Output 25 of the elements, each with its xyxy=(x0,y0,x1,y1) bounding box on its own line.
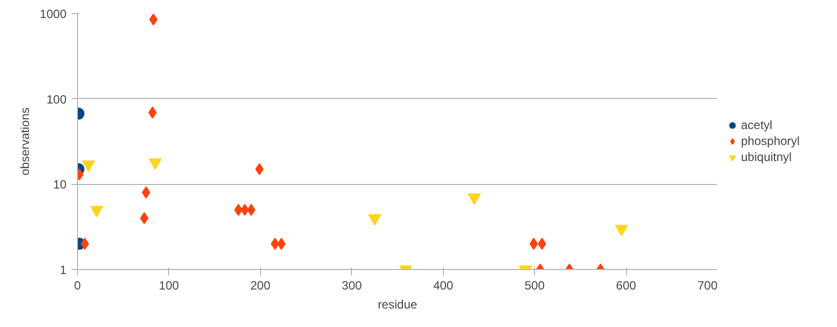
y-tick-label: 1000 xyxy=(40,7,67,21)
legend-label: phosphoryl xyxy=(741,134,800,148)
point xyxy=(277,238,286,250)
x-tick-label: 0 xyxy=(74,278,82,292)
y-tick-label: 1 xyxy=(60,263,67,277)
legend-label: acetyl xyxy=(741,118,772,132)
point xyxy=(270,238,280,250)
x-tick-label: 300 xyxy=(342,278,362,292)
point xyxy=(142,186,150,198)
point xyxy=(148,106,157,119)
point xyxy=(538,238,546,250)
x-tick-label: 600 xyxy=(616,278,636,292)
y-tick-label: 10 xyxy=(53,178,67,192)
point xyxy=(149,14,158,26)
point xyxy=(234,204,243,216)
x-tick-label: 500 xyxy=(524,278,545,292)
x-tick-label: 400 xyxy=(433,278,454,292)
x-axis-title: residue xyxy=(378,298,418,312)
x-tick-label: 200 xyxy=(250,278,271,292)
x-tick-label: 700 xyxy=(697,278,718,292)
legend-label: ubiquitnyl xyxy=(741,150,792,164)
y-axis-title: observations xyxy=(18,107,32,176)
y-tick-label: 100 xyxy=(46,92,67,106)
x-tick-label: 100 xyxy=(158,278,180,292)
point xyxy=(255,163,264,176)
